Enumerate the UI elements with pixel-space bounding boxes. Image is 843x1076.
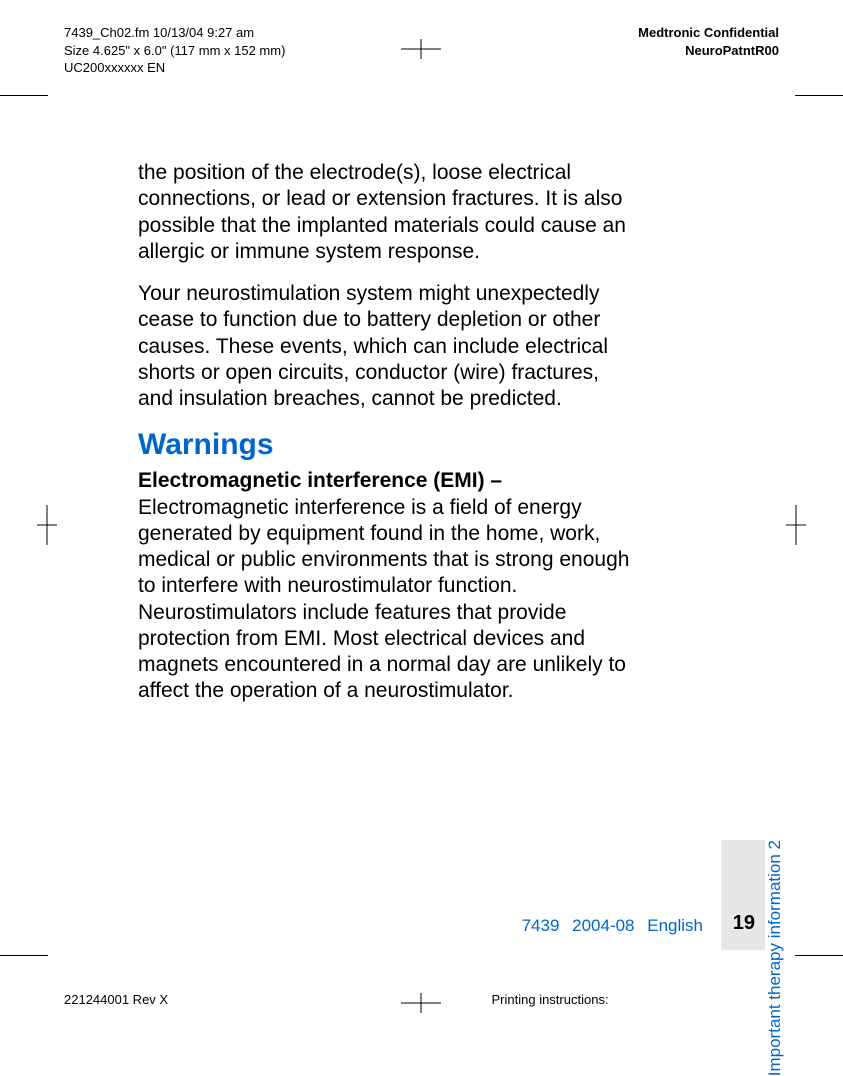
footer-revision: 221244001 Rev X [64,992,422,1007]
content-area: the position of the electrode(s), loose … [138,160,638,721]
header-doc-code: UC200xxxxxx EN [64,59,285,77]
trim-line-bottom-right [795,955,843,956]
trim-line-top-right [795,95,843,96]
heading-warnings: Warnings [138,428,638,462]
trim-line-bottom-left [0,955,48,956]
paragraph-2: Your neurostimulation system might unexp… [138,281,638,412]
header-left: 7439_Ch02.fm 10/13/04 9:27 am Size 4.625… [64,24,285,77]
header-size-info: Size 4.625" x 6.0" (117 mm x 152 mm) [64,42,285,60]
page-number: 19 [733,912,755,935]
page-header: 7439_Ch02.fm 10/13/04 9:27 am Size 4.625… [0,24,843,77]
paragraph-1: the position of the electrode(s), loose … [138,160,638,265]
crop-mark-mid-left [22,500,72,550]
header-file-info: 7439_Ch02.fm 10/13/04 9:27 am [64,24,285,42]
footer-doc-info: 7439 2004-08 English [522,916,703,936]
header-neuro: NeuroPatntR00 [638,42,779,60]
header-right: Medtronic Confidential NeuroPatntR00 [638,24,779,77]
emi-bold-label: Electromagnetic interference (EMI) – [138,469,502,492]
footer-bottom: 221244001 Rev X Printing instructions: [0,992,843,1007]
header-confidential: Medtronic Confidential [638,24,779,42]
emi-body: Electromagnetic interference is a field … [138,496,629,703]
paragraph-3: Electromagnetic interference (EMI) – Ele… [138,468,638,704]
side-tab-label: Important therapy information 2 [765,840,785,1076]
footer-printing: Printing instructions: [422,992,780,1007]
crop-mark-mid-right [771,500,821,550]
trim-line-top-left [0,95,48,96]
